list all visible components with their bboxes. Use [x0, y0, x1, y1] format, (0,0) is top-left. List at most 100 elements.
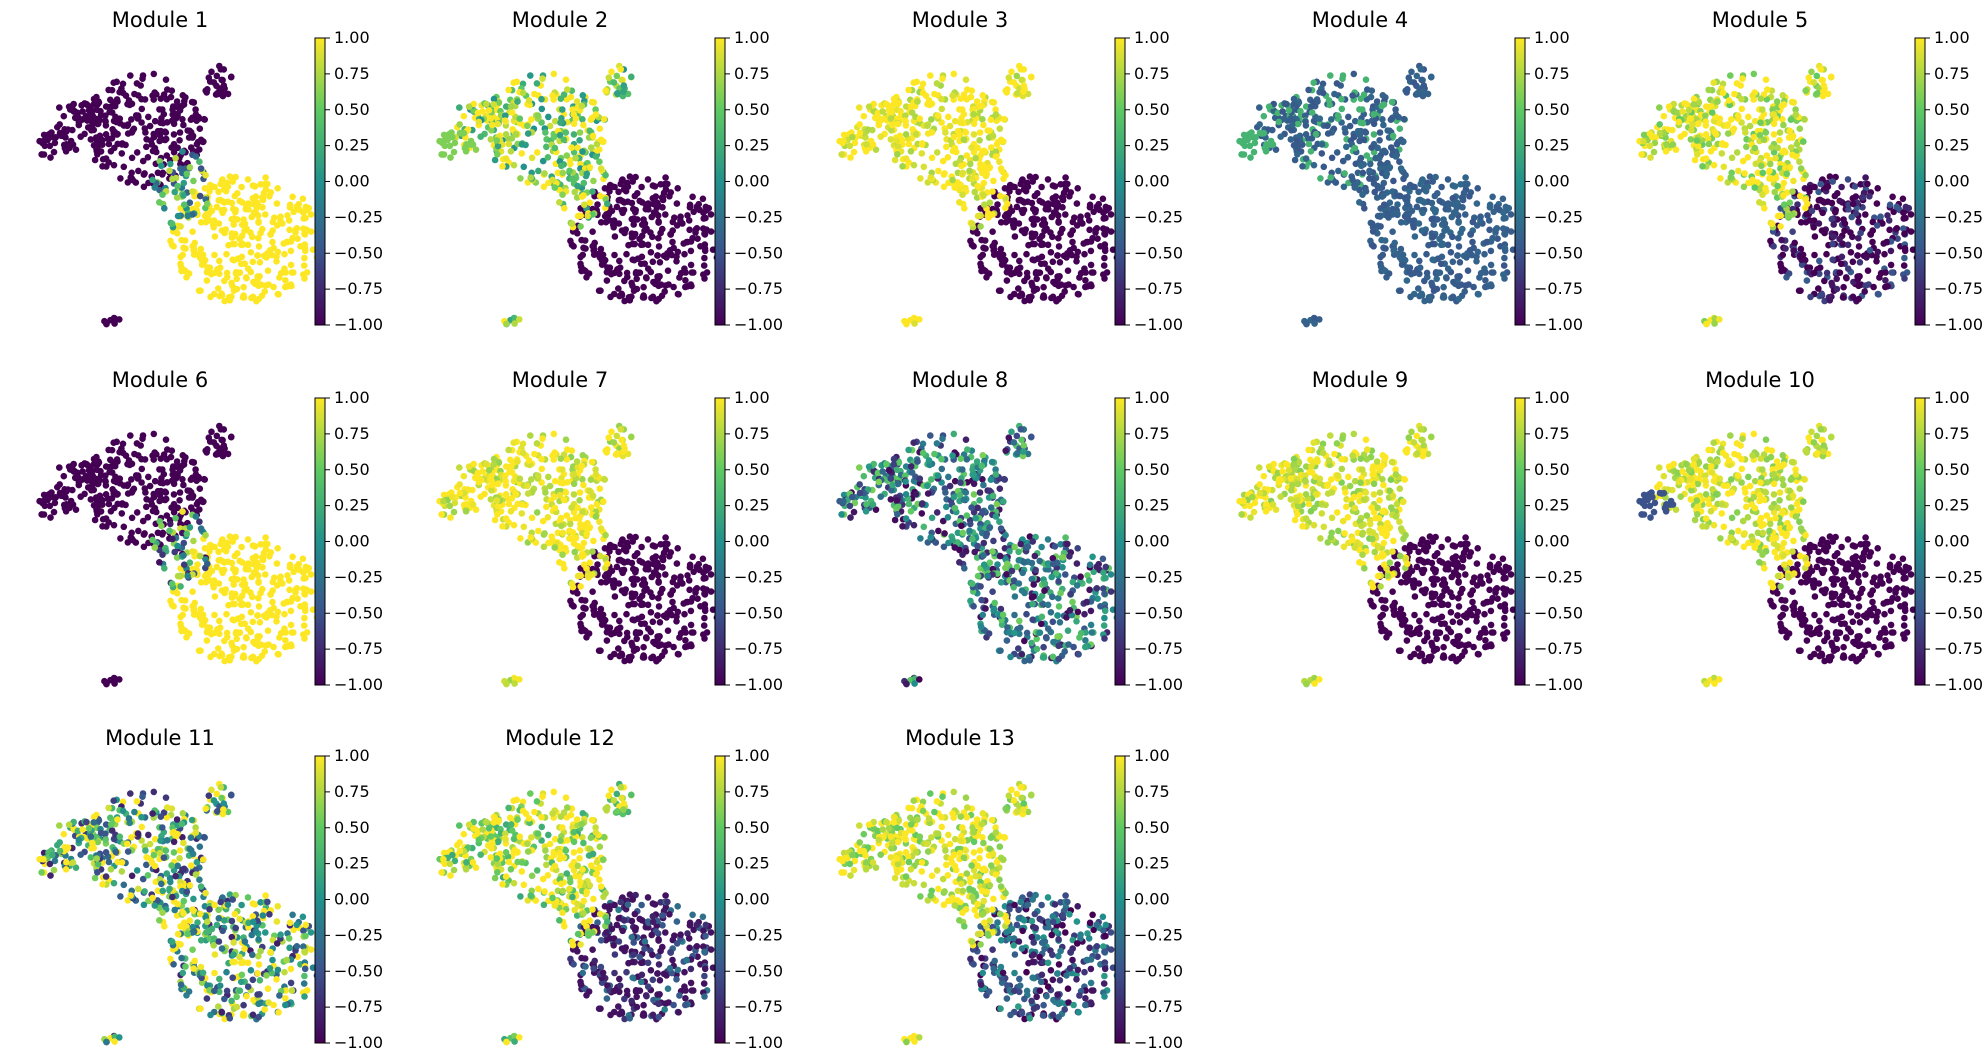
scatter-point [198, 261, 206, 269]
scatter-point [210, 79, 218, 86]
scatter-point [230, 581, 237, 588]
scatter-point [1390, 177, 1397, 185]
scatter-point [494, 151, 501, 158]
scatter-point [223, 250, 230, 258]
scatter-point [597, 647, 604, 654]
scatter-point [1049, 200, 1057, 208]
scatter-point [849, 133, 856, 141]
scatter-point [1711, 320, 1718, 327]
scatter-point [1334, 112, 1342, 119]
scatter-point [286, 226, 293, 234]
scatter-point [1076, 274, 1083, 281]
scatter-point [694, 235, 701, 242]
scatter-point [135, 167, 142, 175]
scatter-point [968, 220, 976, 227]
scatter-point [1380, 201, 1388, 208]
scatter-point [1476, 274, 1483, 281]
scatter-point [128, 116, 135, 123]
scatter-point [630, 233, 637, 240]
scatter-point [933, 149, 941, 156]
scatter-point [143, 143, 150, 151]
scatter-point [941, 170, 948, 177]
scatter-point [230, 593, 237, 600]
scatter-point [1687, 136, 1695, 143]
scatter-point [1421, 277, 1428, 285]
scatter-point [649, 653, 657, 661]
scatter-point [516, 115, 524, 122]
scatter-point [287, 261, 295, 269]
scatter-point [1454, 252, 1461, 259]
scatter-point [1838, 253, 1846, 261]
colorbar-tick-label: −0.50 [1134, 243, 1183, 262]
scatter-point [1040, 283, 1047, 291]
scatter-point [293, 585, 301, 592]
scatter-point [1821, 277, 1828, 285]
scatter-point [1790, 247, 1797, 254]
colorbar [314, 397, 326, 686]
scatter-point [1780, 179, 1788, 187]
scatter-point [178, 462, 186, 470]
scatter-point [907, 148, 915, 155]
scatter-points [1636, 62, 1922, 328]
scatter-point [1779, 148, 1786, 155]
scatter-point [889, 121, 896, 129]
scatter-point [996, 192, 1004, 200]
scatter-point [533, 149, 541, 156]
scatter-point [190, 537, 197, 545]
scatter-point [110, 439, 117, 447]
scatter-point [1088, 269, 1096, 276]
scatter-point [1844, 176, 1852, 183]
scatter-point [1828, 73, 1835, 81]
scatter-point [159, 466, 166, 473]
scatter-point [236, 235, 243, 243]
scatter-point [1013, 72, 1021, 80]
scatter-point [538, 105, 546, 113]
panel-module-2: Module 21.000.750.500.250.00−0.25−0.50−0… [436, 8, 783, 334]
scatter-point [550, 133, 558, 141]
scatter-point [1093, 225, 1101, 232]
scatter-point [606, 188, 613, 195]
scatter-point [1699, 163, 1706, 170]
scatter-point [1902, 203, 1910, 211]
colorbar-tick-label: 0.50 [1934, 100, 1970, 119]
scatter-point [1019, 209, 1026, 217]
scatter-point [589, 228, 596, 235]
scatter-point [1002, 171, 1009, 179]
scatter-point [170, 491, 178, 498]
scatter-point [590, 177, 597, 185]
scatter-point [1477, 213, 1484, 220]
scatter-point [1886, 201, 1894, 209]
scatter-point [1669, 141, 1677, 148]
scatter-point [274, 185, 282, 192]
scatter-point [1416, 264, 1424, 272]
scatter-point [1815, 220, 1823, 227]
scatter-point [510, 79, 517, 86]
scatter-point [241, 220, 249, 227]
scatter-point [615, 188, 622, 196]
scatter-point [162, 436, 170, 444]
scatter-point [167, 597, 174, 605]
scatter-point [654, 612, 661, 619]
scatter-point [105, 140, 113, 148]
scatter-point [1792, 111, 1800, 118]
scatter-point [77, 133, 84, 140]
scatter-point [1405, 74, 1413, 81]
scatter-point [1786, 164, 1794, 171]
scatter-point [270, 283, 277, 291]
scatter-point [469, 141, 477, 148]
scatter-point [288, 269, 296, 276]
scatter-point [1444, 265, 1452, 273]
scatter-point [157, 455, 165, 463]
scatter-point [1734, 112, 1742, 119]
scatter-point [202, 531, 209, 539]
scatter-point [962, 76, 970, 83]
scatter-point [499, 163, 506, 170]
scatter-point [1410, 79, 1418, 86]
scatter-point [1082, 283, 1089, 291]
scatter-point [1847, 249, 1855, 256]
scatter-point [559, 191, 566, 198]
scatter-point [905, 86, 912, 94]
scatter-point [1402, 87, 1409, 94]
scatter-point [1344, 154, 1352, 161]
scatter-point [584, 212, 591, 220]
